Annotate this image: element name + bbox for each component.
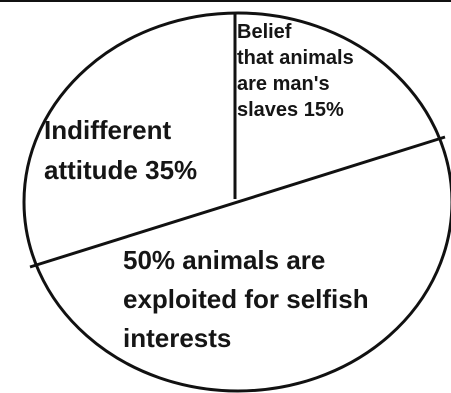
slice-divider-exploited xyxy=(29,135,446,269)
slice-label-indifferent-line-2: attitude 35% xyxy=(44,155,197,185)
top-border-line xyxy=(0,0,451,2)
slice-label-belief: Belief that animals are man's slaves 15% xyxy=(237,21,354,121)
slice-label-indifferent: Indifferent attitude 35% xyxy=(44,115,197,185)
slice-label-exploited: 50% animals are exploited for selfish inte… xyxy=(123,245,369,353)
slice-label-exploited-line-3: interests xyxy=(123,323,231,353)
slice-label-belief-line-4: slaves 15% xyxy=(237,99,344,121)
slice-label-exploited-line-1: 50% animals are xyxy=(123,245,325,275)
slice-label-indifferent-line-1: Indifferent xyxy=(44,115,171,145)
slice-label-belief-line-1: Belief xyxy=(237,21,292,43)
slice-label-exploited-line-2: exploited for selfish xyxy=(123,284,369,314)
slice-label-belief-line-3: are man's xyxy=(237,73,330,95)
slice-label-belief-line-2: that animals xyxy=(237,47,354,69)
